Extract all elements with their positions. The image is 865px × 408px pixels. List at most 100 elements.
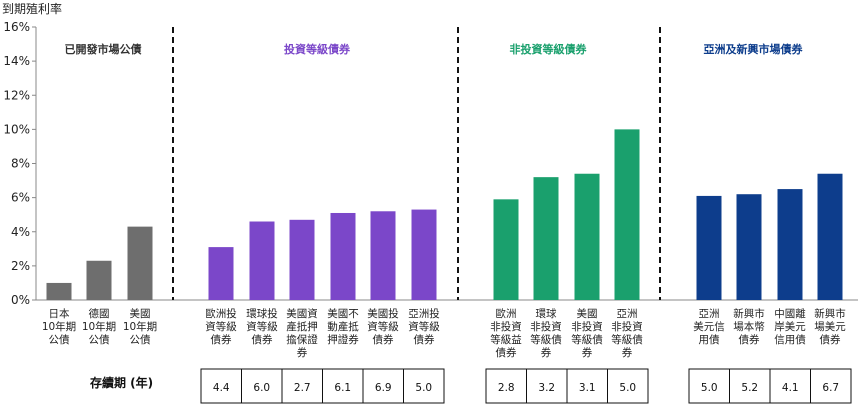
category-label-line: 德國 bbox=[89, 307, 110, 320]
y-axis-label: 到期殖利率 bbox=[2, 1, 62, 16]
category-label: 環球非投資等級債券 bbox=[530, 307, 562, 359]
category-label-line: 美國 bbox=[577, 307, 598, 320]
category-label-line: 非投資 bbox=[571, 320, 603, 333]
category-label-line: 10年期 bbox=[82, 320, 116, 333]
category-label: 亞洲美元信用債 bbox=[693, 308, 725, 346]
category-label-line: 美國 bbox=[130, 307, 151, 320]
bar bbox=[614, 129, 640, 300]
category-label-line: 美國資 bbox=[286, 307, 318, 320]
category-label: 中國離岸美元信用債 bbox=[774, 307, 806, 346]
duration-value: 5.0 bbox=[701, 382, 718, 394]
group-dividers bbox=[172, 27, 661, 300]
y-tick-label: 10% bbox=[3, 122, 30, 136]
bar bbox=[86, 260, 112, 300]
category-label-line: 亞洲投 bbox=[408, 307, 440, 320]
category-label-line: 非投資 bbox=[611, 320, 643, 333]
bar bbox=[696, 195, 722, 300]
bar bbox=[411, 209, 437, 300]
category-label: 歐洲投資等級債券 bbox=[205, 307, 237, 346]
y-tick-label: 2% bbox=[11, 259, 30, 273]
category-label-line: 押證券 bbox=[327, 333, 359, 346]
category-label-line: 10年期 bbox=[42, 320, 76, 333]
bar bbox=[370, 211, 396, 300]
group-title: 已開發市場公債 bbox=[65, 42, 142, 56]
category-label-line: 產抵押 bbox=[286, 320, 318, 333]
category-label-line: 債券 bbox=[211, 333, 232, 346]
category-label: 美國不動產抵押證券 bbox=[327, 307, 359, 346]
y-tick-label: 0% bbox=[11, 293, 30, 307]
bar bbox=[817, 173, 843, 300]
group-title: 亞洲及新興市場債券 bbox=[704, 42, 804, 56]
category-label: 新興市場本幣債券 bbox=[733, 307, 765, 346]
category-label-line: 券 bbox=[297, 346, 308, 359]
y-tick-label: 12% bbox=[3, 88, 30, 102]
category-label-line: 非投資 bbox=[530, 320, 562, 333]
duration-value: 4.1 bbox=[782, 382, 799, 394]
duration-value: 5.0 bbox=[619, 382, 636, 394]
bar bbox=[330, 212, 356, 300]
duration-value: 5.2 bbox=[741, 382, 758, 394]
category-label: 美國投資等級債券 bbox=[367, 307, 399, 346]
category-label: 美國資產抵押擔保證券 bbox=[286, 307, 318, 359]
category-label-line: 資等級 bbox=[205, 320, 237, 333]
category-label-line: 資等級 bbox=[408, 320, 440, 333]
bar bbox=[127, 226, 153, 300]
category-label-line: 亞洲 bbox=[699, 308, 720, 320]
category-label: 亞洲投資等級債券 bbox=[408, 307, 440, 346]
category-label-line: 新興市 bbox=[814, 307, 846, 320]
y-tick-label: 14% bbox=[3, 54, 30, 68]
category-label: 日本 10年期公債 bbox=[42, 307, 76, 346]
duration-value: 4.4 bbox=[213, 382, 230, 394]
bars bbox=[46, 129, 843, 300]
category-label-line: 美國投 bbox=[367, 307, 399, 320]
bar bbox=[574, 173, 600, 300]
category-label-line: 信用債 bbox=[774, 333, 806, 346]
category-label-line: 用債 bbox=[699, 333, 720, 346]
category-label-line: 環球投 bbox=[246, 307, 278, 320]
category-label: 新興市場美元債券 bbox=[814, 307, 846, 346]
bar bbox=[736, 194, 762, 300]
category-label: 環球投資等級債券 bbox=[246, 307, 278, 346]
duration-title: 存續期 (年) bbox=[89, 375, 153, 390]
category-label-line: 等級益 bbox=[490, 333, 522, 346]
category-label-line: 債券 bbox=[496, 346, 517, 359]
group-title: 非投資等級債券 bbox=[510, 42, 588, 56]
category-label-line: 環球 bbox=[536, 307, 557, 320]
category-label-line: 等級債 bbox=[530, 333, 562, 346]
bar bbox=[289, 219, 315, 300]
duration-value: 3.1 bbox=[579, 382, 596, 394]
bar bbox=[46, 282, 72, 300]
group-title: 投資等級債券 bbox=[284, 42, 351, 56]
duration-value: 6.7 bbox=[822, 382, 839, 394]
category-label-line: 券 bbox=[541, 346, 552, 359]
duration-value: 6.9 bbox=[375, 382, 392, 394]
category-label-line: 券 bbox=[582, 346, 593, 359]
duration-table: 4.4 6.0 2.7 6.1 6.9 5.0 2.8 3.2 3.1 5.0 5.0 5.2 4.1 6… bbox=[200, 368, 852, 404]
category-label-line: 場本幣 bbox=[733, 320, 765, 333]
category-label-line: 債券 bbox=[820, 333, 841, 346]
group-titles: 已開發市場公債 投資等級債券 非投資等級債券 亞洲及新興市場債券 bbox=[65, 42, 804, 56]
category-label-line: 10年期 bbox=[123, 320, 157, 333]
category-label-line: 資等級 bbox=[246, 320, 278, 333]
y-tick-label: 6% bbox=[11, 191, 30, 205]
category-label-line: 等級債 bbox=[571, 333, 603, 346]
category-label-line: 擔保證 bbox=[286, 333, 318, 346]
category-label-line: 歐洲 bbox=[496, 307, 517, 320]
bar bbox=[493, 199, 519, 300]
category-label-line: 債券 bbox=[373, 333, 394, 346]
category-label-line: 公債 bbox=[89, 333, 110, 346]
y-tick-label: 8% bbox=[11, 157, 30, 171]
category-label-line: 美國不 bbox=[327, 307, 359, 320]
category-label-line: 美元信 bbox=[693, 320, 725, 333]
category-label-line: 公債 bbox=[49, 333, 70, 346]
category-label-line: 中國離 bbox=[774, 307, 806, 320]
duration-value: 2.7 bbox=[294, 382, 311, 394]
category-label-line: 亞洲 bbox=[617, 308, 638, 320]
bar bbox=[208, 247, 234, 300]
bar bbox=[777, 189, 803, 300]
duration-value: 3.2 bbox=[538, 382, 555, 394]
category-label: 美國非投資等級債券 bbox=[571, 307, 603, 359]
category-label-line: 日本 bbox=[49, 307, 70, 320]
